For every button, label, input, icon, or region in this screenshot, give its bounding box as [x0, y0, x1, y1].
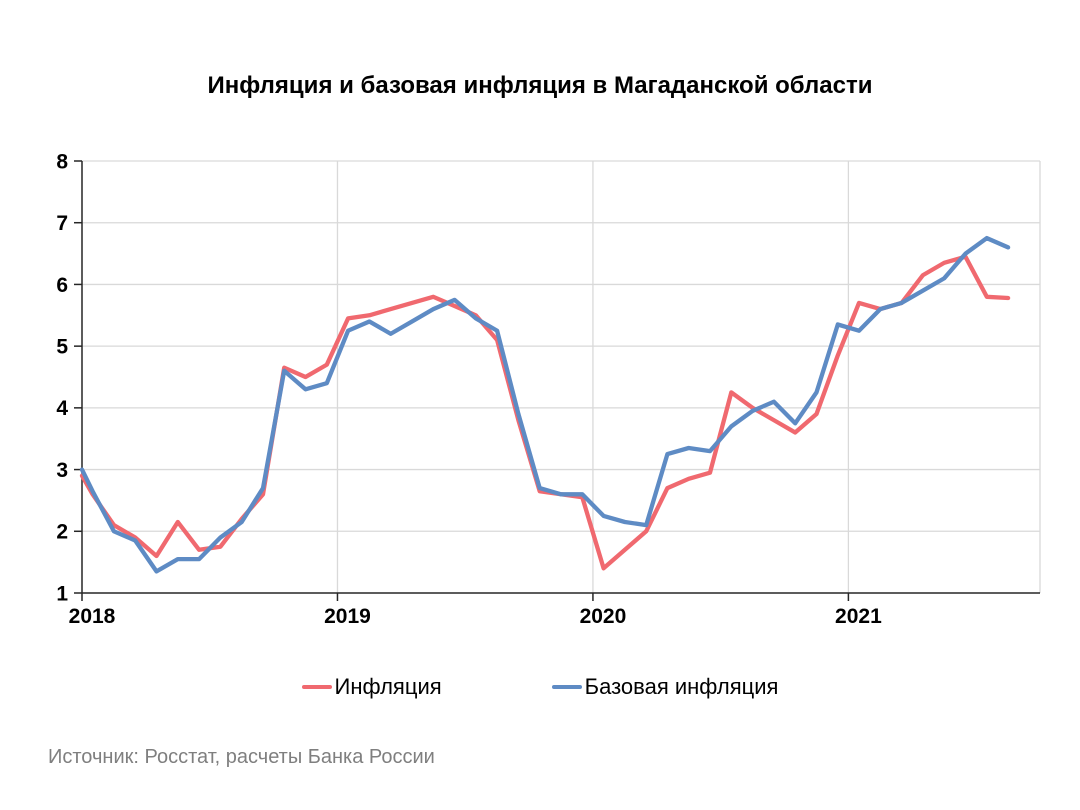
x-tick-label: 2019: [324, 605, 371, 628]
y-tick-label: 2: [56, 521, 68, 544]
core-inflation-line-swatch: [551, 685, 582, 689]
y-tick-label: 8: [56, 150, 68, 173]
legend-item-core-inflation: Базовая инфляция: [551, 674, 779, 700]
chart-legend: Инфляция Базовая инфляция: [0, 672, 1080, 702]
x-tick-label: 2021: [835, 605, 882, 628]
core-inflation-line: [79, 235, 1011, 574]
inflation-line: [79, 254, 1011, 571]
legend-item-inflation: Инфляция: [301, 674, 442, 700]
legend-label-core-inflation: Базовая инфляция: [584, 674, 779, 699]
y-tick-label: 3: [56, 459, 68, 482]
x-tick-label: 2020: [580, 605, 627, 628]
y-tick-label: 7: [56, 212, 68, 235]
y-tick-label: 6: [56, 274, 68, 297]
inflation-line-swatch: [301, 685, 332, 689]
y-tick-label: 5: [56, 335, 68, 358]
legend-label-inflation: Инфляция: [334, 674, 442, 699]
x-tick-label: 2018: [69, 605, 116, 628]
y-tick-label: 1: [56, 582, 68, 605]
source-note: Источник: Росстат, расчеты Банка России: [48, 746, 435, 768]
page-title: Инфляция и базовая инфляция в Магаданско…: [207, 72, 873, 99]
y-tick-label: 4: [56, 397, 68, 420]
